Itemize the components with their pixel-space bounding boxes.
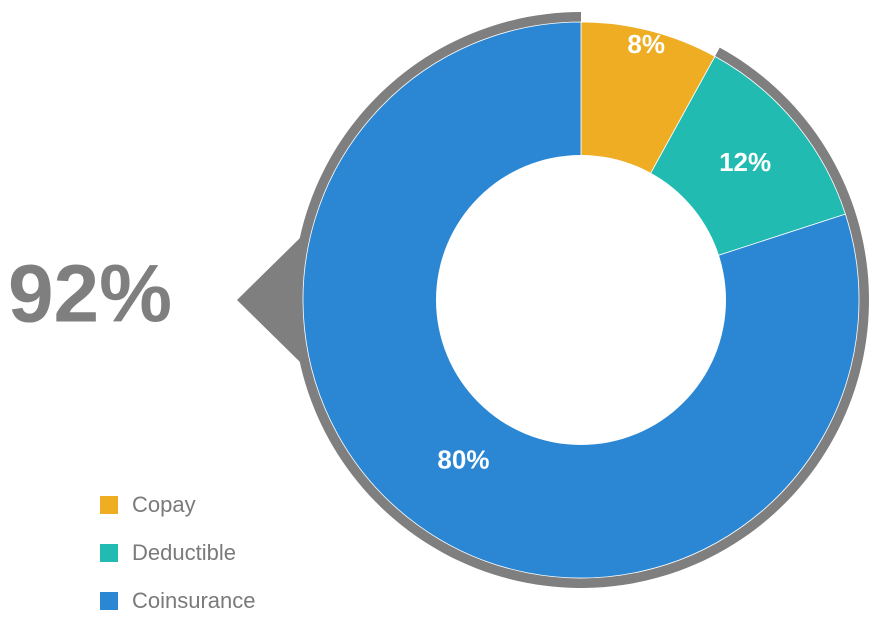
legend-item-coinsurance: Coinsurance [100,577,256,625]
chart-legend: Copay Deductible Coinsurance [100,481,256,625]
legend-label: Deductible [132,540,236,565]
legend-label: Copay [132,492,196,517]
slice-labels: 8% 12% 80% [437,29,771,475]
slice-label-copay: 8% [627,29,665,59]
legend-swatch [100,496,118,514]
legend-swatch [100,592,118,610]
callout-percentage: 92% [8,249,172,340]
donut-chart: 8% 12% 80% 92% [8,12,870,588]
legend-swatch [100,544,118,562]
legend-item-copay: Copay [100,481,256,529]
slice-label-coinsurance: 80% [437,445,489,475]
legend-label: Coinsurance [132,588,256,613]
donut-hole [436,155,726,445]
legend-item-deductible: Deductible [100,529,256,577]
slice-label-deductible: 12% [719,147,771,177]
callout-pointer [237,238,300,362]
